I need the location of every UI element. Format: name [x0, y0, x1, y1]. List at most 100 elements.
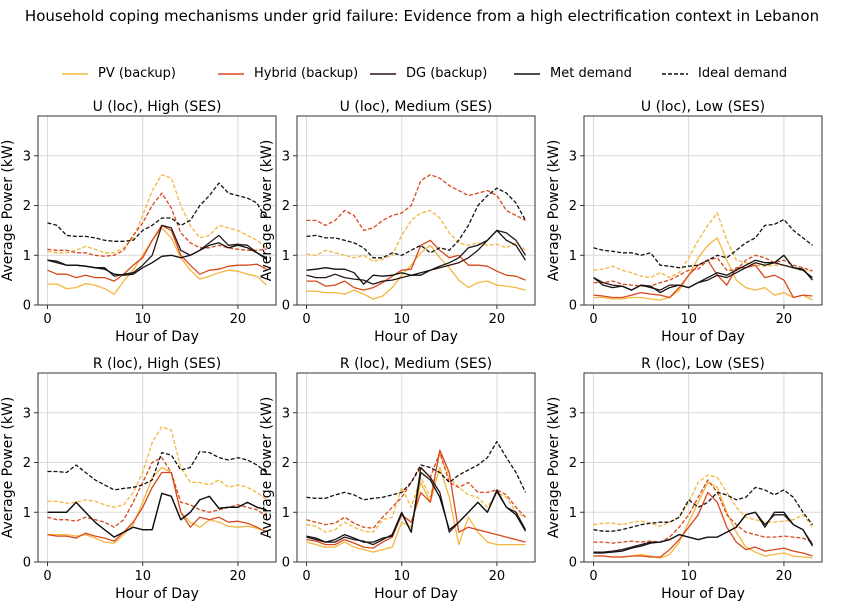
x-tick-label: 0	[43, 569, 51, 584]
x-axis-label: Hour of Day	[374, 586, 458, 602]
series-line	[306, 187, 527, 259]
chart-title: U (loc), Low (SES)	[641, 99, 765, 115]
x-axis-label: Hour of Day	[374, 329, 458, 345]
series-line	[47, 426, 267, 508]
x-tick-label: 10	[680, 312, 697, 327]
x-tick-label: 10	[134, 569, 151, 584]
legend-label: Ideal demand	[698, 66, 788, 81]
y-tick-label: 3	[23, 149, 31, 164]
y-axis-label: Average Power (kW)	[259, 397, 275, 539]
chart-panel: 0 1 2 3 0 10 20 U (loc), Low (SES) Hour of Day Av…	[546, 99, 823, 345]
series-line	[47, 224, 267, 282]
x-axis-label: Hour of Day	[115, 329, 199, 345]
x-tick-label: 20	[230, 312, 247, 327]
y-tick-label: 2	[23, 456, 31, 471]
y-tick-label: 0	[23, 299, 31, 314]
legend-item: Met demand	[514, 66, 632, 81]
series-line	[47, 450, 267, 491]
chart-title: U (loc), High (SES)	[93, 99, 222, 115]
plot-frame	[296, 372, 536, 563]
y-tick-label: 1	[23, 249, 31, 264]
y-tick-label: 0	[282, 556, 290, 571]
x-tick-label: 20	[776, 569, 793, 584]
legend: PV (backup) Hybrid (backup) DG (backup) Met…	[0, 66, 844, 86]
y-tick-label: 1	[282, 249, 290, 264]
series-line	[47, 471, 267, 542]
legend-swatch	[218, 72, 244, 75]
series-line	[593, 491, 813, 558]
series-line	[47, 492, 267, 538]
series-line	[47, 466, 267, 544]
x-tick-label: 20	[776, 312, 793, 327]
y-axis-label: Average Power (kW)	[259, 140, 275, 282]
chart-panel: 0 1 2 3 0 10 20 U (loc), High (SES) Hour of Day A…	[0, 99, 277, 345]
series-line	[47, 492, 267, 538]
legend-label: PV (backup)	[98, 66, 176, 81]
y-tick-label: 2	[282, 199, 290, 214]
legend-swatch	[62, 72, 88, 75]
y-tick-label: 1	[569, 506, 577, 521]
y-tick-label: 2	[569, 456, 577, 471]
series-line	[593, 218, 813, 269]
chart-panel: 0 1 2 3 0 10 20 R (loc), Low (SES) Hour of Day Av…	[546, 356, 823, 602]
series-line	[593, 511, 814, 554]
y-axis-label: Average Power (kW)	[546, 140, 562, 282]
y-tick-label: 1	[569, 249, 577, 264]
y-tick-label: 3	[282, 406, 290, 421]
y-tick-label: 0	[569, 556, 577, 571]
y-tick-label: 0	[23, 556, 31, 571]
y-axis-label: Average Power (kW)	[0, 397, 16, 539]
series-line	[306, 229, 527, 285]
plot-frame	[583, 115, 823, 306]
legend-item: DG (backup)	[370, 66, 487, 81]
legend-swatch	[662, 72, 688, 75]
y-tick-label: 0	[569, 299, 577, 314]
y-tick-label: 2	[282, 456, 290, 471]
series-line	[306, 451, 526, 533]
x-tick-label: 10	[393, 569, 410, 584]
x-tick-label: 10	[680, 569, 697, 584]
x-tick-label: 10	[134, 312, 151, 327]
x-tick-label: 0	[589, 312, 597, 327]
legend-item: PV (backup)	[62, 66, 176, 81]
series-line	[593, 479, 813, 544]
chart-title: R (loc), High (SES)	[93, 356, 221, 372]
y-axis-label: Average Power (kW)	[546, 397, 562, 539]
legend-swatch	[370, 72, 396, 75]
legend-label: Hybrid (backup)	[254, 66, 359, 81]
y-tick-label: 1	[23, 506, 31, 521]
x-tick-label: 20	[489, 312, 506, 327]
x-tick-label: 10	[393, 312, 410, 327]
series-line	[593, 254, 813, 287]
series-line	[593, 481, 813, 559]
series-line	[593, 259, 813, 299]
series-line	[306, 239, 526, 291]
chart-title: U (loc), Medium (SES)	[340, 99, 493, 115]
series-line	[306, 440, 527, 501]
chart-panel: 0 1 2 3 0 10 20 U (loc), Medium (SES) Hour of Da…	[259, 99, 536, 345]
legend-item: Hybrid (backup)	[218, 66, 358, 81]
series-line	[47, 227, 267, 295]
chart-panel: 0 1 2 3 0 10 20 R (loc), High (SES) Hour of Day A…	[0, 356, 277, 602]
series-line	[47, 456, 267, 528]
plot-frame	[583, 372, 823, 563]
series-line	[306, 209, 526, 262]
x-tick-label: 20	[230, 569, 247, 584]
chart-title: R (loc), Medium (SES)	[340, 356, 492, 372]
series-line	[593, 262, 813, 291]
legend-label: DG (backup)	[406, 66, 488, 81]
x-tick-label: 0	[589, 569, 597, 584]
x-tick-label: 20	[489, 569, 506, 584]
series-line	[593, 237, 813, 301]
series-line	[47, 174, 267, 254]
x-axis-label: Hour of Day	[115, 586, 199, 602]
series-line	[593, 212, 813, 279]
series-line	[47, 242, 267, 276]
legend-swatch	[514, 72, 540, 75]
series-line	[306, 244, 526, 300]
series-line	[593, 486, 814, 532]
y-tick-label: 2	[569, 199, 577, 214]
y-tick-label: 3	[569, 406, 577, 421]
legend-item: Ideal demand	[662, 66, 787, 81]
